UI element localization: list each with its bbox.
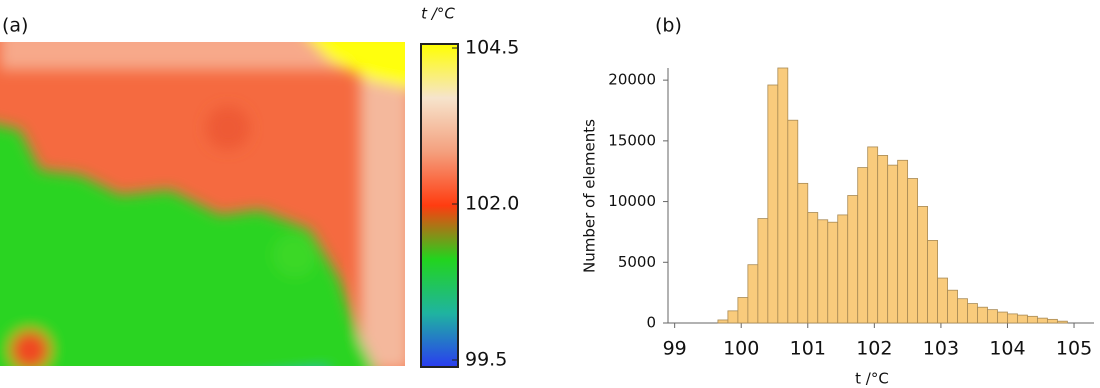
bar [987, 309, 998, 324]
x-tick-label: 102 [856, 338, 892, 360]
bar [947, 289, 958, 324]
bar [727, 310, 739, 324]
bar [737, 297, 749, 324]
bar [1007, 313, 1018, 324]
panel-label: (a) [2, 15, 28, 37]
thermal-image [0, 42, 405, 366]
bar [897, 159, 909, 324]
bar [767, 84, 779, 324]
x-tick-label: 100 [723, 338, 759, 360]
bar [717, 319, 729, 324]
bar [807, 212, 819, 324]
bar [977, 306, 988, 324]
bar [967, 303, 978, 324]
bar [997, 311, 1008, 324]
bar [747, 264, 759, 324]
x-tick-label: 101 [790, 338, 826, 360]
y-tick-label: 10000 [608, 192, 656, 210]
bar [1017, 314, 1028, 324]
y-tick-label: 20000 [608, 71, 656, 89]
bar [857, 167, 869, 324]
bar [837, 214, 849, 324]
colorbar-tick-label: 99.5 [465, 349, 507, 371]
x-tick-label: 105 [1056, 338, 1092, 360]
bar [817, 219, 829, 324]
bar [877, 155, 889, 324]
bar [777, 67, 789, 324]
y-tick-label: 5000 [618, 253, 656, 271]
bar [847, 195, 859, 324]
bar [1027, 315, 1038, 324]
bar [957, 298, 968, 324]
x-tick-label: 103 [923, 338, 959, 360]
y-axis-label: Number of elements [581, 119, 599, 273]
colorbar [420, 43, 459, 368]
x-tick-label: 104 [989, 338, 1025, 360]
x-tick-label: 99 [663, 338, 687, 360]
colorbar-tick-label: 102.0 [465, 193, 519, 215]
bar [827, 221, 839, 324]
bar [1056, 320, 1068, 324]
bar [867, 146, 879, 324]
bar [887, 164, 899, 324]
bar [927, 240, 938, 324]
y-tick-label: 15000 [608, 131, 656, 149]
panel-label: (b) [655, 15, 682, 37]
bar [1047, 318, 1058, 324]
bar [757, 218, 769, 324]
colorbar-tick-label: 104.5 [465, 37, 519, 59]
bar [917, 206, 928, 324]
bar [907, 178, 919, 324]
bar [937, 277, 948, 324]
bar [1037, 317, 1048, 324]
bar [797, 182, 809, 324]
y-tick-label: 0 [646, 314, 656, 332]
bar [787, 119, 799, 324]
x-axis-label: t /°C [855, 370, 889, 388]
colorbar-label: t /°C [421, 5, 455, 23]
